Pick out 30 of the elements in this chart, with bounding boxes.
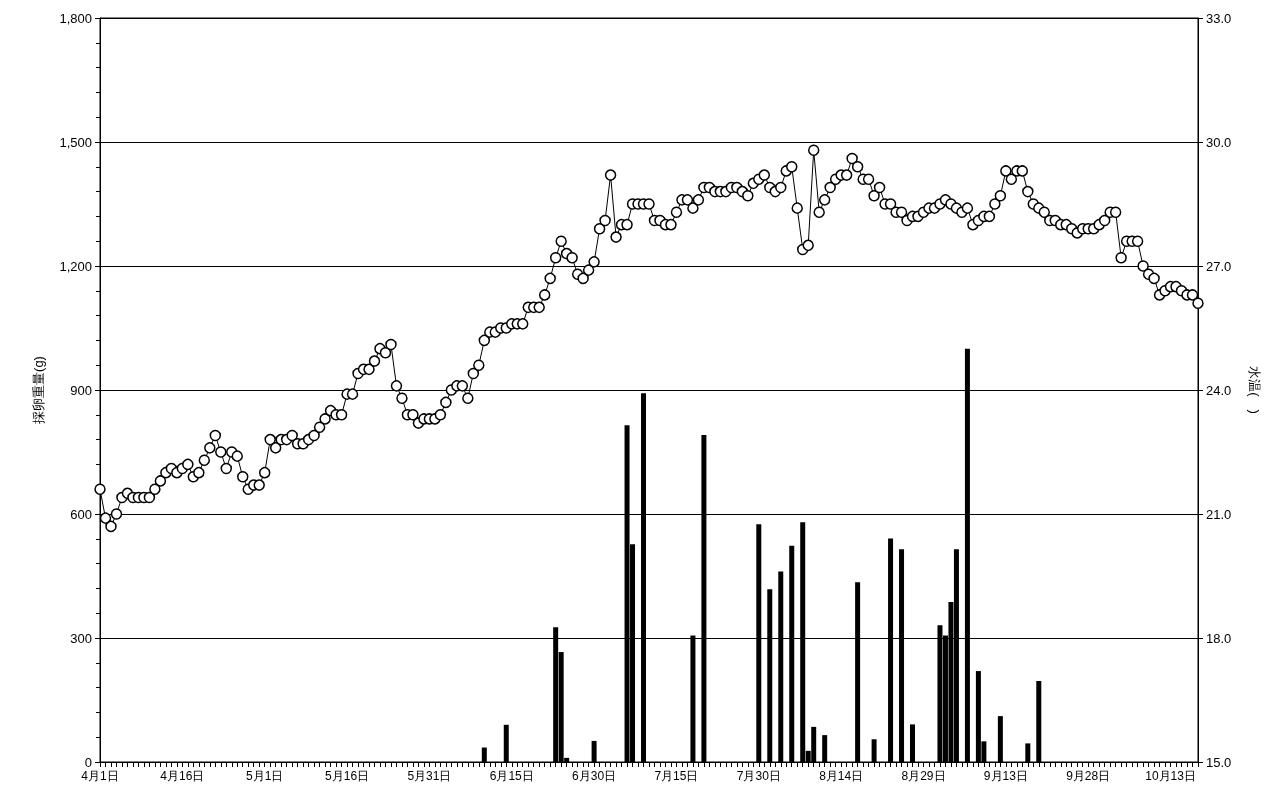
y2-tick-label: 24.0 [1206, 382, 1232, 398]
x-tick-label: 5月1日 [246, 769, 284, 783]
x-tick-label: 9月13日 [983, 769, 1028, 783]
x-tick-label: 5月16日 [325, 769, 370, 783]
x-tick-label: 8月14日 [819, 769, 864, 783]
y2-tick-label: 21.0 [1206, 506, 1232, 522]
y-tick-label: 600 [70, 506, 92, 522]
y-tick-label: 0 [84, 754, 92, 770]
x-tick-label: 7月30日 [736, 769, 781, 783]
x-tick-label: 4月16日 [160, 769, 205, 783]
y-tick-label: 900 [70, 382, 92, 398]
y2-tick-label: 30.0 [1206, 134, 1232, 150]
y2-tick-label: 15.0 [1206, 754, 1232, 770]
y2-tick-label: 27.0 [1206, 258, 1232, 274]
y2-axis-title: 水温( ) [1247, 366, 1262, 414]
x-tick-label: 9月28日 [1066, 769, 1111, 783]
y-tick-label: 1,800 [59, 10, 92, 26]
y2-tick-label: 18.0 [1206, 630, 1232, 646]
x-tick-label: 10月13日 [1145, 769, 1196, 783]
y-axis-title: 採卵重量(g) [31, 356, 46, 424]
y-tick-label: 1,500 [59, 134, 92, 150]
x-tick-label: 6月15日 [489, 769, 534, 783]
y-tick-label: 300 [70, 630, 92, 646]
y2-tick-label: 33.0 [1206, 10, 1232, 26]
x-tick-label: 4月1日 [81, 769, 119, 783]
x-tick-label: 7月15日 [654, 769, 699, 783]
x-tick-label: 8月29日 [901, 769, 946, 783]
x-tick-label: 5月31日 [407, 769, 452, 783]
y-tick-label: 1,200 [59, 258, 92, 274]
x-tick-label: 6月30日 [572, 769, 617, 783]
